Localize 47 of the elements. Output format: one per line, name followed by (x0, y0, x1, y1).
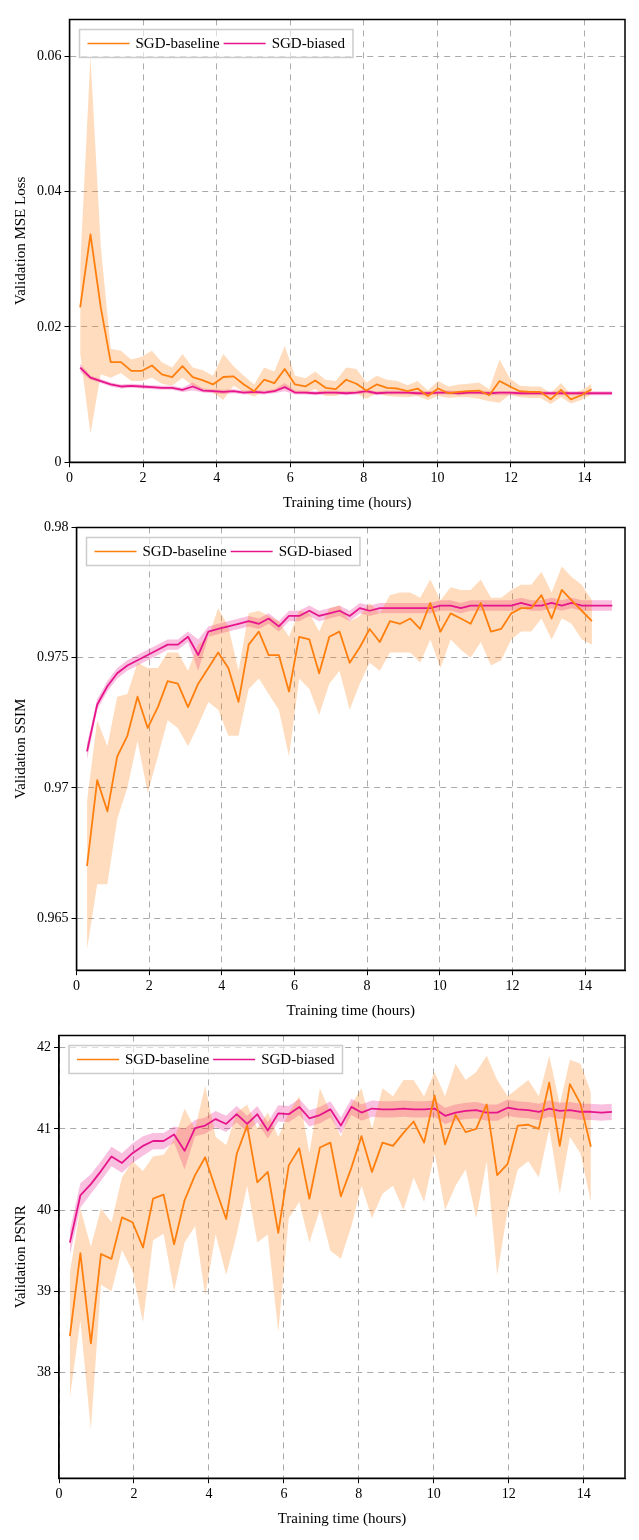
y-tick-label: 0.98 (44, 519, 69, 535)
x-tick-label: 0 (73, 978, 80, 994)
x-tick-label: 10 (432, 978, 447, 994)
x-tick-label: 12 (505, 978, 520, 994)
x-tick-label: 8 (355, 1486, 363, 1502)
y-tick-label: 38 (37, 1364, 51, 1380)
x-tick-label: 8 (363, 978, 371, 994)
legend-label: SGD-baseline (142, 543, 227, 560)
x-axis-title: Training time (hours) (282, 493, 412, 511)
legend-label: SGD-biased (271, 35, 346, 52)
x-tick-label: 14 (578, 978, 593, 994)
y-tick-label: 0.975 (37, 649, 69, 665)
y-tick-label: 0.02 (37, 318, 62, 334)
y-axis-title: Validation SSIM (11, 698, 28, 800)
x-tick-label: 6 (280, 1486, 288, 1502)
x-tick-label: 2 (130, 1486, 138, 1502)
y-axis-title: Validation PSNR (11, 1205, 28, 1309)
y-tick-label: 0.965 (37, 909, 69, 925)
y-tick-label: 39 (37, 1283, 51, 1298)
x-tick-label: 4 (213, 470, 221, 486)
x-axis-title: Training time (hours) (286, 1001, 416, 1019)
y-tick-label: 0.06 (37, 48, 62, 64)
legend-label: SGD-biased (261, 1051, 335, 1068)
x-tick-label: 4 (218, 978, 226, 994)
y-tick-label: 42 (37, 1039, 51, 1055)
x-tick-label: 12 (503, 470, 518, 486)
legend-label: SGD-baseline (125, 1051, 210, 1068)
x-axis-title: Training time (hours) (277, 1509, 407, 1527)
x-tick-label: 4 (205, 1486, 213, 1502)
legend-label: SGD-biased (278, 543, 353, 560)
x-tick-label: 14 (577, 470, 592, 486)
x-tick-label: 8 (360, 470, 368, 486)
x-tick-label: 12 (501, 1486, 516, 1502)
y-tick-label: 0 (54, 453, 62, 469)
x-tick-label: 2 (139, 470, 147, 486)
y-tick-label: 0.04 (37, 183, 62, 199)
x-tick-label: 6 (286, 470, 294, 486)
legend-label: SGD-baseline (135, 35, 220, 52)
x-tick-label: 14 (576, 1486, 591, 1502)
x-tick-label: 2 (145, 978, 153, 994)
y-axis-title: Validation MSE Loss (11, 176, 28, 305)
y-tick-label: 0.97 (44, 779, 69, 795)
y-tick-label: 41 (37, 1120, 51, 1136)
x-tick-label: 10 (426, 1486, 441, 1502)
y-tick-label: 40 (37, 1201, 51, 1217)
x-tick-label: 10 (430, 470, 445, 486)
x-tick-label: 6 (290, 978, 298, 994)
